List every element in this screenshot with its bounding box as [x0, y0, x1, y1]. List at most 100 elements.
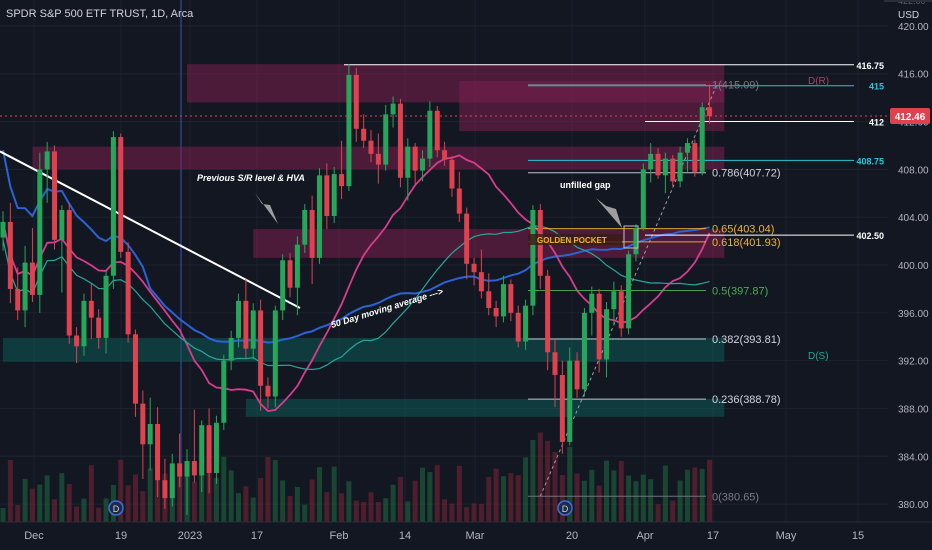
- volume-bar: [309, 479, 315, 522]
- candle-body: [132, 334, 138, 404]
- candle-body: [206, 425, 212, 473]
- volume-bar: [515, 475, 521, 522]
- level-label: 412: [869, 118, 884, 128]
- volume-bar: [7, 460, 13, 522]
- candle-body: [478, 272, 484, 292]
- candle-body: [368, 140, 374, 154]
- volume-bar: [464, 507, 470, 522]
- fib-label: 0.236(388.78): [712, 394, 781, 406]
- price-tick-label: 408.00: [898, 165, 929, 176]
- candle-body: [581, 312, 587, 390]
- volume-bar: [221, 456, 227, 522]
- volume-bar: [324, 492, 330, 522]
- volume-bar: [59, 473, 65, 522]
- volume-bar: [103, 498, 109, 522]
- trendline: [0, 150, 301, 309]
- volume-bar: [66, 484, 72, 522]
- volume-bar: [375, 501, 381, 522]
- candle-body: [228, 337, 234, 361]
- volume-bar: [44, 475, 50, 522]
- candle-body: [155, 423, 161, 481]
- candle-body: [397, 103, 403, 178]
- candle-body: [618, 291, 624, 329]
- volume-bar: [132, 474, 138, 522]
- currency-label: USD: [898, 10, 919, 21]
- volume-bar: [390, 484, 396, 522]
- candle-body: [405, 146, 411, 178]
- fib-label: 0.5(397.87): [712, 285, 768, 297]
- volume-bar: [707, 459, 713, 522]
- candle-body: [177, 463, 183, 477]
- volume-bar: [258, 478, 264, 522]
- volume-bar: [648, 479, 654, 522]
- volume-bar: [596, 485, 602, 522]
- candle-body: [191, 461, 197, 476]
- volume-bar: [420, 467, 426, 522]
- time-axis-bg: [0, 522, 932, 550]
- level-label: 415: [869, 82, 884, 92]
- candle-body: [545, 275, 551, 353]
- volume-bar: [22, 478, 28, 522]
- candle-body: [66, 210, 72, 336]
- volume-bar: [316, 467, 322, 522]
- volume-bar: [280, 480, 286, 522]
- volume-bar: [567, 446, 573, 522]
- candle-body: [596, 293, 602, 360]
- golden-pocket-bg: [528, 234, 622, 245]
- candle-body: [302, 210, 308, 245]
- fib-label: 0.65(403.04): [712, 224, 774, 236]
- candle-body: [221, 360, 227, 423]
- volume-bar: [88, 465, 94, 522]
- volume-bar: [523, 457, 529, 522]
- candle-body: [508, 284, 514, 313]
- price-tick-label: 420.00: [898, 22, 929, 33]
- volume-bar: [287, 495, 293, 522]
- candle-body: [331, 174, 337, 216]
- volume-bar: [442, 499, 448, 522]
- volume-bar: [213, 477, 219, 522]
- dividend-label: D: [113, 504, 120, 514]
- volume-bar: [191, 481, 197, 522]
- price-tick-label: 384.00: [898, 452, 929, 463]
- volume-bar: [662, 465, 668, 522]
- candle-body: [662, 158, 668, 176]
- volume-bar: [471, 503, 477, 522]
- candle-body: [213, 422, 219, 473]
- volume-bar: [618, 460, 624, 522]
- volume-bar: [118, 459, 124, 522]
- price-axis-bg: [888, 0, 932, 550]
- arrow-icon: [255, 193, 278, 224]
- candle-body: [567, 360, 573, 442]
- candle-body: [324, 175, 330, 216]
- time-tick-label: 17: [251, 530, 263, 542]
- candle-body: [294, 244, 300, 288]
- candle-body: [52, 151, 58, 240]
- volume-bar: [155, 479, 161, 522]
- fib-label: 0(380.65): [712, 491, 759, 503]
- candle-body: [103, 275, 109, 338]
- volume-bar: [640, 474, 646, 522]
- candle-body: [184, 461, 190, 477]
- candle-body: [309, 210, 315, 258]
- current-price-label: 412.46: [895, 112, 926, 123]
- candle-body: [169, 463, 175, 499]
- candle-body: [147, 423, 153, 445]
- volume-bar: [236, 493, 242, 522]
- time-tick-label: 15: [852, 530, 864, 542]
- candle-body: [0, 221, 6, 238]
- time-axis[interactable]: Dec 19 2023 17 Feb 14 Mar 20 Apr 17 May 15: [0, 521, 932, 550]
- fib-label: 0.382(393.81): [712, 334, 781, 346]
- price-tick-label: 380.00: [898, 500, 929, 511]
- volume-bar: [361, 502, 367, 522]
- volume-bar: [412, 480, 418, 522]
- volume-bar: [405, 501, 411, 522]
- time-tick-label: May: [776, 530, 797, 542]
- candle-body: [699, 107, 705, 172]
- volume-bars: [0, 432, 713, 522]
- candle-body: [140, 403, 146, 445]
- candle-body: [280, 260, 286, 311]
- volume-bar: [147, 468, 153, 522]
- volume-bar: [552, 452, 558, 522]
